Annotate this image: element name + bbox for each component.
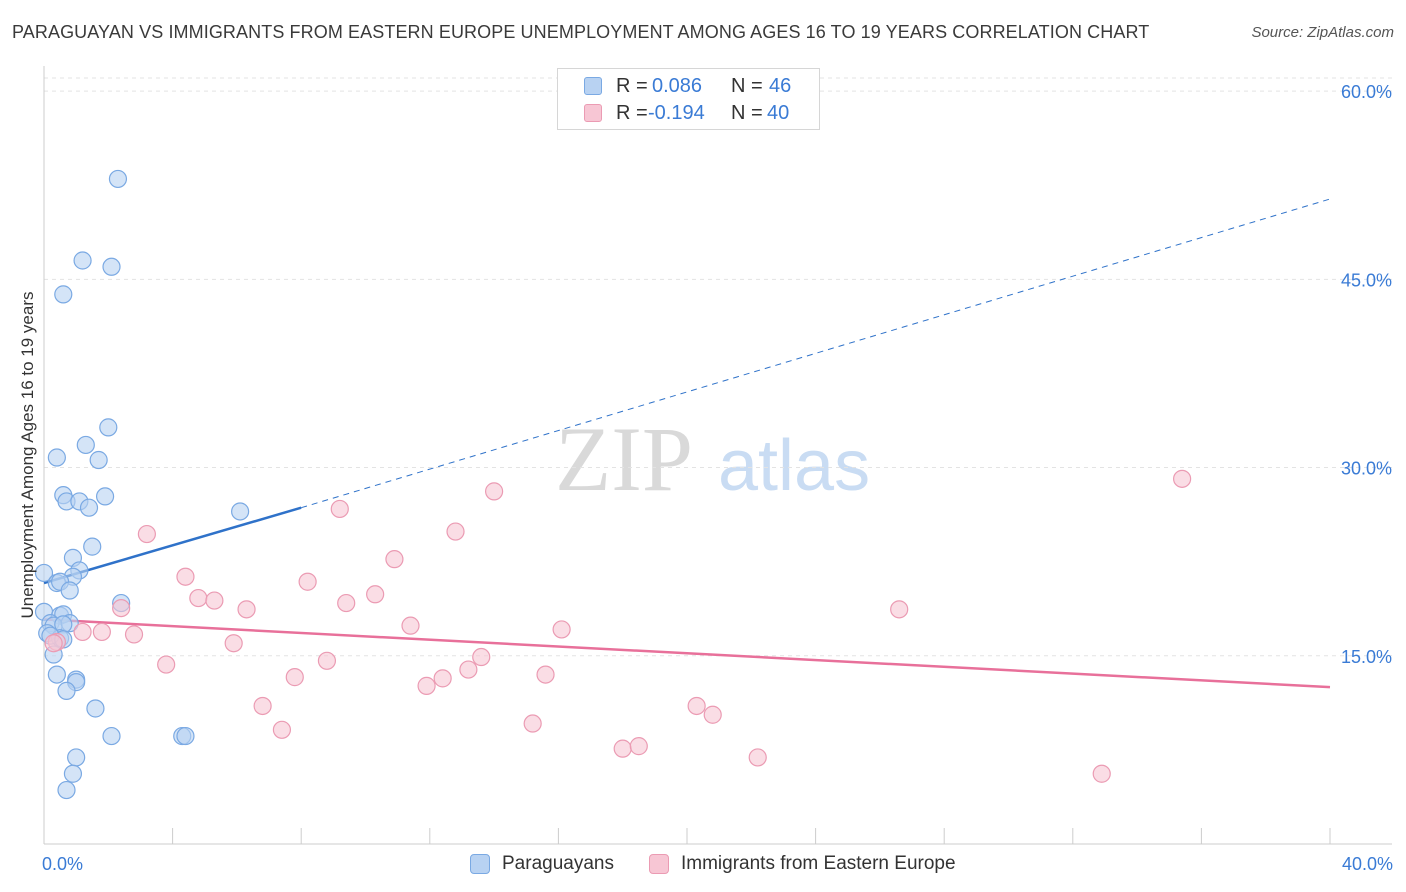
chart-title: PARAGUAYAN VS IMMIGRANTS FROM EASTERN EU… [12,22,1150,42]
legend-row-paraguayans: R = 0.086 N = 46 [558,74,819,100]
eastern-europe-point [237,600,256,619]
paraguayans-point [102,257,121,276]
source-label: Source: ZipAtlas.com [1251,24,1394,41]
grid-lines [44,77,1392,657]
legend-row-eastern-europe: R = -0.194 N = 40 [558,101,819,127]
paraguayans-point [76,435,95,455]
eastern-europe-point [485,482,504,501]
paraguayans-point [63,764,83,783]
legend-swatch-blue [584,77,602,95]
eastern-europe-trend-line [43,618,1331,689]
eastern-europe-point [285,668,304,687]
paraguayans-point [86,699,105,718]
eastern-europe-point [189,588,208,608]
eastern-europe-point [272,720,292,739]
legend-r-value: -0.194 [648,102,705,124]
paraguayans-point [67,748,86,767]
eastern-europe-point [298,572,317,591]
bottom-legend-swatch-blue [470,854,490,874]
paraguayans-point [83,537,102,556]
eastern-europe-point [224,634,243,653]
eastern-europe-point [337,593,356,613]
eastern-europe-point [176,567,195,586]
y-axis-label: Unemployment Among Ages 16 to 19 years [18,291,37,619]
legend-n-label: N = [731,102,763,124]
paraguayans-point [176,726,195,746]
axes [43,66,1392,845]
eastern-europe-point [472,647,491,667]
eastern-europe-point [459,660,478,679]
eastern-europe-point [417,676,436,695]
x-tick-label: 0.0% [42,854,83,874]
eastern-europe-point [401,616,420,635]
legend-n-value: 40 [767,102,790,124]
eastern-europe-point [330,499,349,519]
eastern-europe-point [629,737,648,756]
watermark: ZIP atlas [555,408,870,510]
eastern-europe-point [523,714,542,733]
eastern-europe-point [44,634,63,653]
eastern-europe-point [1092,764,1111,783]
paraguayans-point [89,450,108,470]
paraguayans-point [57,780,76,800]
correlation-legend: R = 0.086 N = 46 R = -0.194 N = 40 [557,68,820,130]
paraguayans-point [102,726,121,746]
eastern-europe-point [73,622,92,642]
legend-n-label: N = [731,75,763,97]
paraguayans-point [79,498,99,517]
legend-r-label: R = [616,75,648,97]
paraguayans-point [57,681,76,701]
legend-r-label: R = [616,102,648,124]
tick-labels: 15.0% 30.0% 45.0% 60.0% 0.0% 40.0% [42,82,1393,874]
eastern-europe-point [157,655,176,674]
eastern-europe-point [890,600,909,619]
paraguayans-trend-extension [301,198,1331,509]
legend-swatch-pink [584,104,602,122]
eastern-europe-point [446,522,465,541]
paraguayans-point [99,418,118,437]
eastern-europe-point [317,651,337,670]
eastern-europe-point [703,705,722,724]
paraguayans-point [54,285,73,304]
y-tick-label: 15.0% [1341,647,1392,667]
bottom-legend-label: Paraguayans [502,853,614,874]
eastern-europe-point [366,585,385,604]
legend-n-value: 46 [769,75,792,97]
data-points [34,169,1192,800]
paraguayans-point [47,665,66,684]
eastern-europe-point [748,748,767,767]
eastern-europe-point [92,622,111,642]
eastern-europe-point [552,620,571,639]
paraguayans-point [231,502,250,521]
watermark-zip: ZIP [555,408,693,510]
eastern-europe-point [137,524,156,544]
eastern-europe-point [253,696,272,716]
eastern-europe-point [433,669,452,688]
paraguayans-point [108,169,128,189]
eastern-europe-point [385,550,404,569]
paraguayans-point [60,581,79,600]
legend-r-value: 0.086 [652,75,703,97]
watermark-atlas: atlas [718,426,870,506]
y-tick-label: 60.0% [1341,82,1392,102]
eastern-europe-point [536,665,555,684]
x-tick-label: 40.0% [1342,854,1393,874]
eastern-europe-point [112,598,131,618]
eastern-europe-point [1173,469,1192,488]
eastern-europe-point [687,696,706,716]
bottom-legend-swatch-pink [649,854,669,874]
paraguayans-point [47,448,66,467]
paraguayans-point [34,563,54,583]
paraguayans-point [73,251,92,270]
paraguayans-point [95,487,115,506]
eastern-europe-point [124,625,144,644]
y-tick-label: 30.0% [1341,459,1392,479]
y-tick-label: 45.0% [1341,270,1392,290]
eastern-europe-point [613,739,632,758]
eastern-europe-point [205,591,224,610]
bottom-legend-label: Immigrants from Eastern Europe [681,853,956,874]
